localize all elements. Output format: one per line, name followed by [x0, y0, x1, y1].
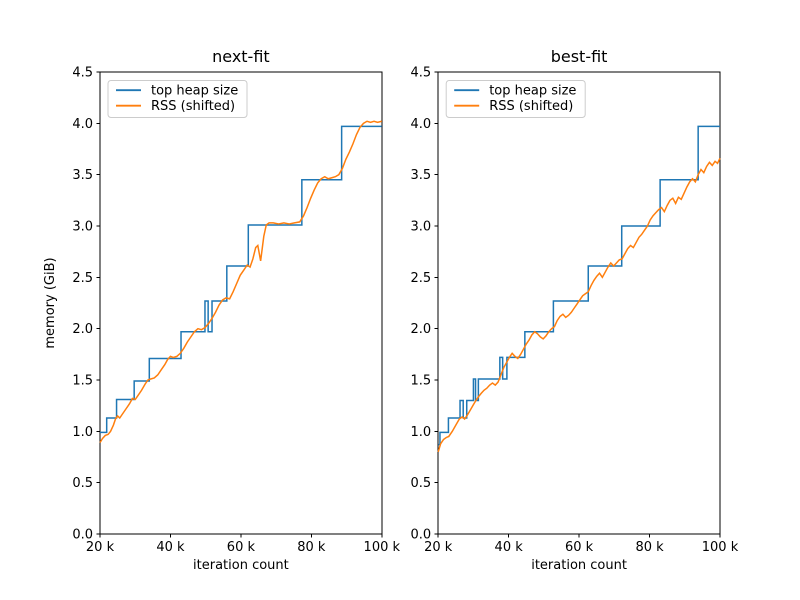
y-tick-label: 3.0: [411, 220, 432, 235]
x-tick-label: 40 k: [156, 540, 185, 555]
y-tick-label: 2.0: [72, 322, 93, 337]
legend-box: [107, 80, 248, 118]
y-tick-label: 2.5: [411, 271, 432, 286]
plot-border: [99, 71, 383, 535]
series-line-rss-shifted-: [437, 157, 721, 453]
y-tick-label: 1.5: [411, 374, 432, 389]
y-tick-label: 3.5: [411, 168, 432, 183]
x-tick-label: 40 k: [495, 540, 524, 555]
y-tick-label: 4.0: [72, 117, 93, 132]
plot-title: next-fit: [212, 47, 270, 66]
y-tick-label: 4.0: [411, 117, 432, 132]
y-axis-label: memory (GiB): [43, 257, 58, 348]
series-line-top-heap-size: [438, 125, 720, 446]
x-tick-label: 80 k: [297, 540, 326, 555]
y-tick-label: 3.5: [72, 168, 93, 183]
x-tick-label: 80 k: [635, 540, 664, 555]
x-tick-label: 100 k: [364, 540, 401, 555]
subplot-next-fit: 20 k 40 k 60 k 80 k 100 k 0.0 0.5 1.0 1.5 2.0 2.5 3…: [43, 47, 401, 573]
x-tick-label: 60 k: [565, 540, 594, 555]
y-tick-label: 0.0: [72, 528, 93, 543]
y-tick-label: 4.5: [72, 66, 93, 81]
y-tick-label: 0.5: [72, 476, 93, 491]
legend-label: top heap size: [489, 84, 576, 99]
x-tick-label: 20 k: [424, 540, 453, 555]
y-tick-label: 1.0: [411, 425, 432, 440]
y-tick-label: 1.5: [72, 374, 93, 389]
x-tick-label: 20 k: [86, 540, 115, 555]
series-line-top-heap-size: [100, 125, 382, 434]
y-tick-label: 1.0: [72, 425, 93, 440]
legend-box: [445, 80, 586, 118]
y-tick-label: 4.5: [411, 66, 432, 81]
plot-border: [437, 71, 721, 535]
y-tick-label: 2.0: [411, 322, 432, 337]
x-axis-label: iteration count: [193, 558, 289, 573]
y-tick-label: 0.5: [411, 476, 432, 491]
y-tick-label: 0.0: [411, 528, 432, 543]
y-tick-label: 3.0: [72, 220, 93, 235]
x-tick-label: 100 k: [702, 540, 739, 555]
x-axis-label: iteration count: [531, 558, 627, 573]
plot-title: best-fit: [551, 47, 608, 66]
legend-label: RSS (shifted): [151, 99, 235, 114]
legend-label: RSS (shifted): [489, 99, 573, 114]
legend-label: top heap size: [151, 84, 238, 99]
subplot-best-fit: 20 k 40 k 60 k 80 k 100 k 0.0 0.5 1.0 1.5 2.0 2.5 3…: [411, 47, 739, 573]
y-tick-label: 2.5: [72, 271, 93, 286]
series-line-rss-shifted-: [99, 120, 382, 444]
x-tick-label: 60 k: [227, 540, 256, 555]
